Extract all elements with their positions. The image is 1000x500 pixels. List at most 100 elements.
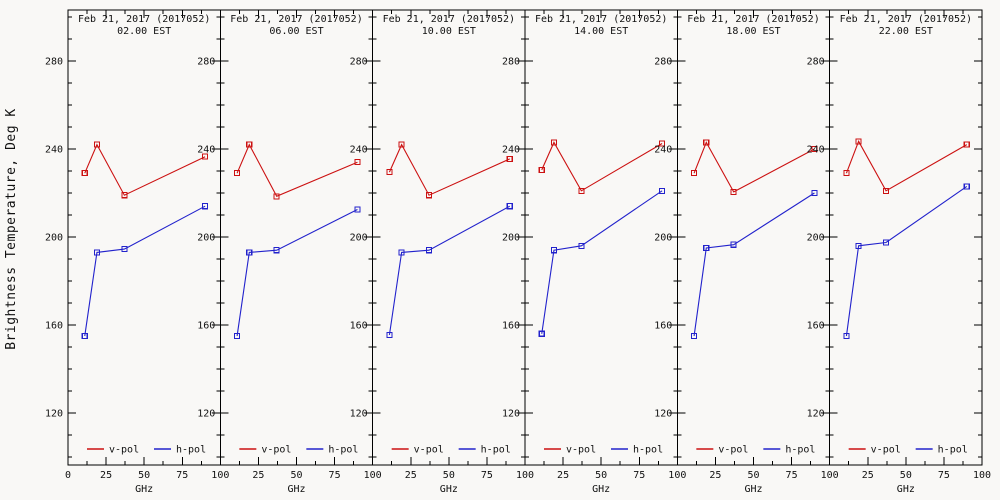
legend-hpol-label: h-pol [633,445,663,456]
hpol-marker [843,332,850,340]
y-tick-label: 120 [807,409,825,420]
vpol-marker [691,170,698,177]
vpol-marker [730,188,737,195]
vpol-line [388,143,510,196]
x-axis-unit: GHz [287,484,305,495]
hpol-marker [578,242,585,249]
legend-hpol-label: h-pol [328,445,358,456]
x-tick-label: 100 [821,470,839,481]
panel-title-time: 06.00 EST [269,26,323,37]
panel-title-date: Feb 21, 2017 (2017052) [230,14,362,25]
hpol-marker [963,183,970,190]
y-tick-label: 200 [654,233,672,244]
vpol-marker [121,192,128,199]
panel-title-date: Feb 21, 2017 (2017052) [687,14,819,25]
legend-vpol-label: v-pol [261,445,291,456]
vpol-line [845,139,968,192]
hpol-marker [506,203,513,210]
vpol-marker [81,170,88,177]
hpol-marker [659,187,666,194]
hpol-marker [855,242,862,249]
vpol-marker [234,170,241,177]
hpol-marker [202,203,209,210]
hpol-marker [398,249,405,256]
x-tick-label: 100 [668,470,686,481]
x-tick-label: 75 [176,470,188,481]
hpol-marker [354,206,361,213]
x-axis-unit: GHz [744,484,762,495]
vpol-marker [963,141,970,148]
x-tick-label: 25 [100,470,112,481]
y-tick-label: 160 [654,321,672,332]
legend-vpol-label: v-pol [718,445,748,456]
y-tick-label: 200 [45,233,63,244]
y-tick-label: 240 [350,145,368,156]
x-tick-label: 25 [557,470,569,481]
x-tick-label: 0 [65,470,71,481]
y-tick-label: 160 [45,321,63,332]
x-tick-label: 50 [138,470,150,481]
panel-box [829,9,983,466]
legend-vpol-label: v-pol [109,445,139,456]
x-tick-label: 50 [595,470,607,481]
y-tick-label: 240 [502,145,520,156]
hpol-line [236,209,358,337]
hpol-marker [703,244,710,252]
vpol-marker [273,193,280,200]
y-tick-label: 120 [654,409,672,420]
y-tick-label: 200 [807,233,825,244]
vpol-line [693,141,815,193]
x-tick-label: 75 [786,470,798,481]
y-tick-label: 280 [350,57,368,68]
vpol-marker [538,166,545,173]
legend-hpol-label: h-pol [938,445,968,456]
y-axis-title: Brightness Temperature, Deg K [4,108,19,350]
hpol-marker [550,247,557,254]
y-tick-label: 200 [350,233,368,244]
vpol-marker [811,145,818,153]
panel-title-time: 10.00 EST [422,26,476,37]
vpol-marker [550,139,557,146]
vpol-line [541,141,663,192]
hpol-line [84,205,206,337]
hpol-line [541,190,663,334]
legend-vpol-label: v-pol [566,445,596,456]
x-tick-label: 25 [862,470,874,481]
y-tick-label: 120 [502,409,520,420]
y-tick-label: 200 [502,233,520,244]
y-tick-label: 120 [45,409,63,420]
y-tick-label: 200 [197,233,215,244]
x-tick-label: 75 [633,470,645,481]
x-tick-label: 25 [252,470,264,481]
hpol-marker [121,246,128,253]
hpol-line [693,192,815,337]
y-tick-label: 120 [350,409,368,420]
hpol-marker [234,332,241,340]
hpol-line [845,185,968,337]
x-tick-label: 75 [481,470,493,481]
panel-title-date: Feb 21, 2017 (2017052) [840,14,972,25]
y-tick-label: 160 [350,321,368,332]
x-tick-label: 50 [443,470,455,481]
y-tick-label: 280 [45,57,63,68]
y-tick-label: 240 [197,145,215,156]
vpol-marker [843,170,850,177]
x-tick-label: 25 [709,470,721,481]
hpol-marker [246,249,253,256]
x-axis-unit: GHz [440,484,458,495]
x-tick-label: 50 [900,470,912,481]
legend-hpol-label: h-pol [785,445,815,456]
hpol-marker [386,331,393,338]
vpol-marker [93,141,100,148]
y-tick-label: 280 [197,57,215,68]
x-tick-label: 100 [516,470,534,481]
vpol-marker [246,141,253,148]
hpol-line [388,205,511,335]
y-tick-label: 280 [807,57,825,68]
panel-title-date: Feb 21, 2017 (2017052) [78,14,210,25]
x-axis-unit: GHz [897,484,915,495]
y-tick-label: 160 [502,321,520,332]
vpol-marker [659,140,666,147]
